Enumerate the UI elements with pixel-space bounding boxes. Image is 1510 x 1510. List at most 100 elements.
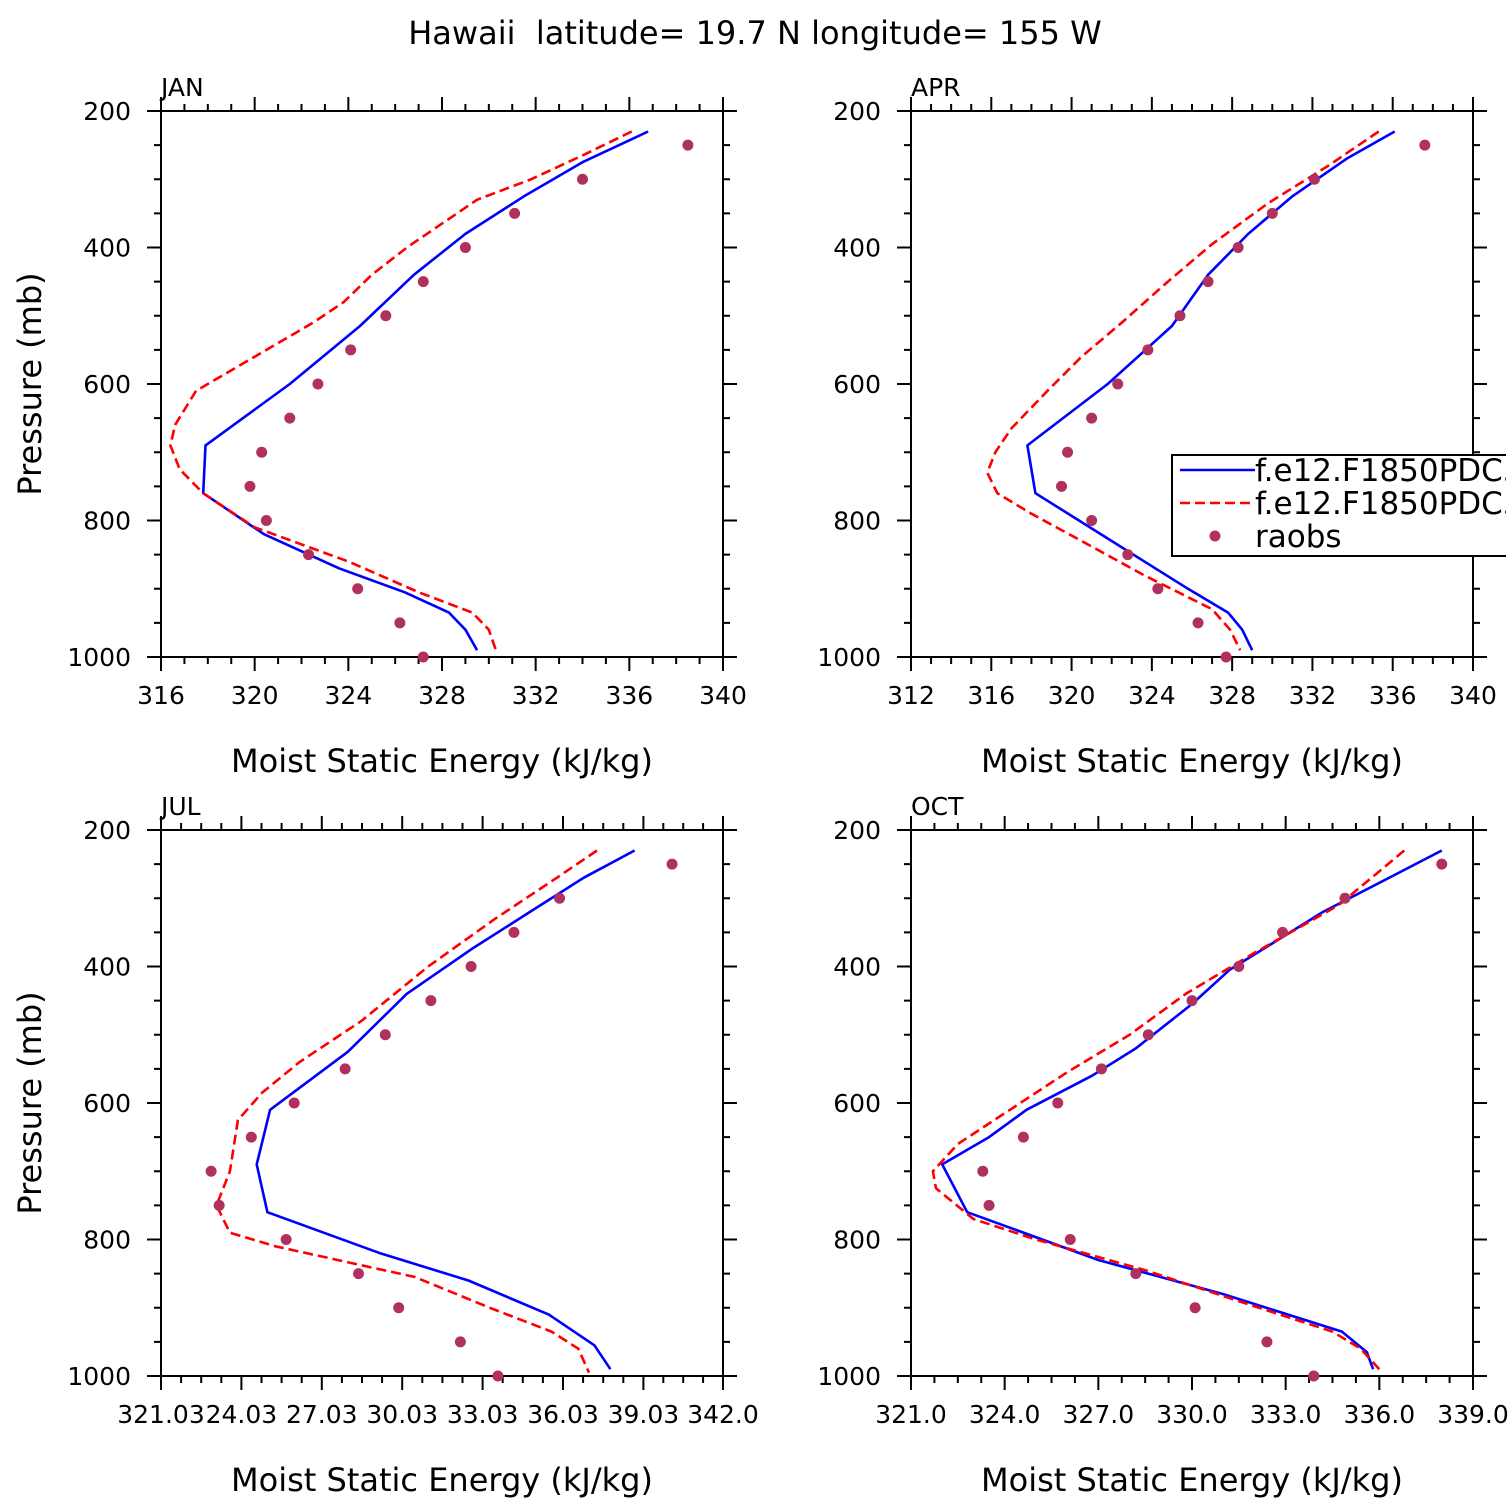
legend-marker-raobs bbox=[1209, 530, 1221, 542]
legend-label: raobs bbox=[1255, 519, 1342, 555]
raobs-point bbox=[393, 1302, 405, 1314]
legend-box bbox=[1171, 454, 1506, 557]
raobs-point bbox=[1086, 412, 1098, 424]
raobs-point bbox=[1202, 276, 1214, 288]
y-tick-label: 600 bbox=[833, 1089, 881, 1118]
y-tick-label: 200 bbox=[833, 816, 881, 845]
y-tick-label: 200 bbox=[833, 97, 881, 126]
x-tick-label: 316 bbox=[137, 681, 185, 710]
x-tick-label: 30.03 bbox=[366, 1400, 438, 1429]
raobs-point bbox=[379, 1029, 391, 1041]
raobs-point bbox=[1017, 1131, 1029, 1143]
raobs-point bbox=[303, 549, 315, 561]
x-tick-label: 321.0 bbox=[875, 1400, 947, 1429]
raobs-point bbox=[1112, 378, 1124, 390]
raobs-point bbox=[666, 858, 678, 870]
raobs-point bbox=[339, 1063, 351, 1075]
raobs-point bbox=[1233, 961, 1245, 972]
x-axis-label: Moist Static Energy (kJ/kg) bbox=[981, 1461, 1403, 1499]
y-axis-label: Pressure (mb) bbox=[11, 272, 49, 495]
raobs-point bbox=[256, 446, 268, 458]
plot-frame bbox=[160, 829, 724, 1377]
figure-title: Hawaii latitude= 19.7 N longitude= 155 W bbox=[408, 14, 1102, 52]
x-tick-label: 320 bbox=[231, 681, 279, 710]
x-tick-label: 339.0 bbox=[1437, 1400, 1509, 1429]
raobs-point bbox=[1152, 583, 1164, 595]
y-tick-label: 1000 bbox=[67, 643, 131, 672]
raobs-point bbox=[394, 617, 406, 629]
panel-title: JAN bbox=[159, 73, 204, 102]
x-tick-label: 316 bbox=[967, 681, 1015, 710]
x-tick-label: 36.03 bbox=[527, 1400, 599, 1429]
raobs-point bbox=[1056, 480, 1068, 492]
x-tick-label: 336.0 bbox=[1344, 1400, 1416, 1429]
y-tick-label: 200 bbox=[83, 97, 131, 126]
x-tick-label: 336 bbox=[605, 681, 653, 710]
raobs-point bbox=[509, 207, 521, 219]
panel-oct: OCT 200 400 600 800 1000 321.0 324.0 327.0 330.0 3… bbox=[817, 792, 1508, 1499]
y-tick-label: 400 bbox=[83, 234, 131, 263]
raobs-point bbox=[280, 1234, 292, 1245]
y-tick-label: 200 bbox=[83, 816, 131, 845]
x-axis-label: Moist Static Energy (kJ/kg) bbox=[231, 1461, 653, 1499]
legend-label: f.e12.F1850PDC5 bbox=[1255, 453, 1510, 489]
y-tick-label: 400 bbox=[833, 234, 881, 263]
raobs-point bbox=[508, 926, 520, 938]
x-tick-label: 27.03 bbox=[286, 1400, 358, 1429]
series-line-model-solid bbox=[940, 849, 1443, 1370]
plot-frame bbox=[910, 829, 1474, 1377]
raobs-point bbox=[1232, 242, 1244, 253]
x-tick-label: 33.03 bbox=[447, 1400, 519, 1429]
x-tick-label: 312 bbox=[887, 681, 935, 710]
x-tick-label: 328 bbox=[418, 681, 466, 710]
raobs-point bbox=[682, 139, 694, 151]
raobs-point bbox=[983, 1199, 995, 1211]
series-line-model-solid bbox=[255, 849, 636, 1370]
raobs-point bbox=[312, 378, 324, 390]
raobs-point bbox=[1142, 344, 1154, 356]
series-line-model-dashed bbox=[169, 130, 633, 651]
raobs-point bbox=[577, 173, 588, 185]
x-tick-label: 340 bbox=[699, 681, 747, 710]
panel-title: APR bbox=[911, 73, 961, 102]
x-tick-label: 320 bbox=[1048, 681, 1096, 710]
raobs-point bbox=[1220, 651, 1232, 663]
raobs-point bbox=[1174, 310, 1186, 322]
raobs-point bbox=[1122, 549, 1134, 561]
legend-label: f.e12.F1850PDC5 bbox=[1255, 486, 1510, 522]
x-tick-label: 332 bbox=[1289, 681, 1337, 710]
raobs-point bbox=[353, 1268, 365, 1280]
series-line-model-dashed bbox=[931, 849, 1406, 1371]
x-tick-label: 324.0 bbox=[969, 1400, 1041, 1429]
x-tick-label: 336 bbox=[1369, 681, 1417, 710]
x-tick-label: 340 bbox=[1449, 681, 1497, 710]
raobs-point bbox=[345, 344, 357, 356]
x-tick-label: 342.0 bbox=[687, 1400, 759, 1429]
y-tick-label: 600 bbox=[833, 370, 881, 399]
panel-title: OCT bbox=[911, 792, 964, 821]
raobs-point bbox=[1436, 858, 1448, 870]
raobs-point bbox=[1064, 1234, 1076, 1245]
raobs-point bbox=[554, 892, 566, 904]
raobs-point bbox=[213, 1199, 225, 1211]
raobs-point bbox=[1062, 446, 1074, 458]
raobs-point bbox=[1308, 1370, 1320, 1382]
raobs-point bbox=[492, 1370, 504, 1382]
raobs-point bbox=[1189, 1302, 1201, 1314]
raobs-point bbox=[260, 515, 272, 526]
raobs-point bbox=[284, 412, 296, 424]
y-tick-label: 1000 bbox=[817, 643, 881, 672]
y-tick-label: 800 bbox=[833, 1226, 881, 1255]
x-axis-label: Moist Static Energy (kJ/kg) bbox=[231, 742, 653, 780]
x-tick-label: 324 bbox=[1128, 681, 1176, 710]
raobs-point bbox=[1419, 139, 1431, 151]
series-line-model-solid bbox=[1026, 130, 1396, 651]
raobs-point bbox=[1277, 926, 1289, 938]
series-line-model-dashed bbox=[985, 130, 1380, 651]
y-tick-label: 800 bbox=[83, 1226, 131, 1255]
plot-frame bbox=[160, 110, 724, 658]
raobs-point bbox=[977, 1165, 989, 1177]
y-tick-label: 600 bbox=[83, 370, 131, 399]
